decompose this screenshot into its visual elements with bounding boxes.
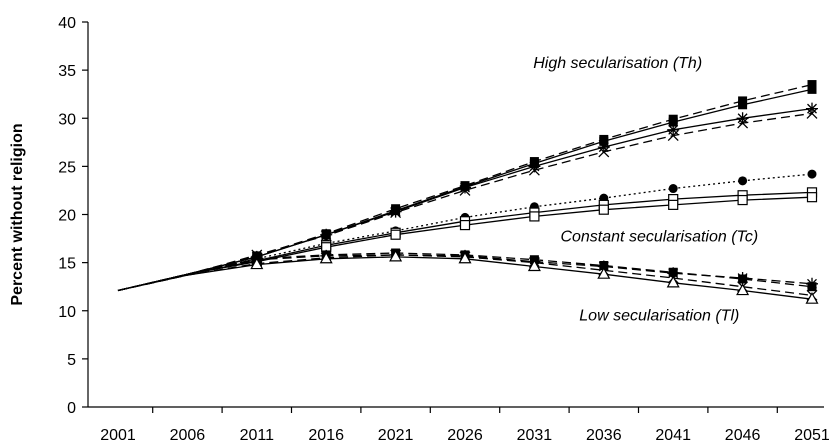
point-marker: [666, 275, 680, 288]
point-marker: [737, 194, 748, 206]
x-tick-label: 2016: [308, 427, 344, 444]
point-marker: [668, 117, 678, 127]
series-layer: [117, 80, 819, 304]
annotation-3: Low secularisation (Tl): [579, 307, 739, 324]
x-tick-label: 2001: [100, 427, 136, 444]
y-tick-label: 5: [67, 352, 76, 369]
point-marker: [597, 260, 610, 273]
point-marker: [529, 211, 540, 222]
y-tick-label: 35: [58, 63, 76, 80]
series-line: [117, 254, 813, 297]
point-marker: [528, 164, 540, 176]
y-tick-label: 15: [58, 256, 76, 273]
point-marker: [598, 204, 609, 215]
point-marker: [806, 107, 818, 119]
annotation-1: High secularisation (Th): [533, 55, 702, 72]
y-tick-label: 25: [58, 159, 76, 176]
series-low-11: [117, 249, 819, 304]
point-marker: [250, 257, 264, 270]
point-marker: [320, 228, 333, 241]
point-marker: [738, 176, 748, 186]
point-marker: [805, 291, 819, 304]
x-tick-label: 2031: [517, 427, 553, 444]
point-marker: [389, 249, 403, 262]
point-marker: [737, 117, 749, 129]
point-marker: [667, 130, 679, 142]
x-tick-label: 2051: [794, 427, 830, 444]
y-tick-label: 10: [58, 304, 76, 321]
point-marker: [458, 251, 472, 264]
point-marker: [736, 112, 749, 125]
y-tick-label: 20: [58, 208, 76, 225]
x-tick-label: 2011: [240, 427, 275, 444]
point-marker: [736, 283, 750, 296]
point-marker: [807, 169, 817, 179]
point-marker: [597, 141, 610, 154]
axes: 0 5 10 15 20 25 30 35 40 2001 2006 2011 2016 2021 2026…: [9, 15, 830, 444]
series-high-4: [117, 107, 818, 292]
series-line: [117, 112, 813, 292]
x-tick-label: 2026: [447, 427, 483, 444]
point-marker: [738, 100, 748, 110]
point-marker: [459, 184, 471, 196]
point-marker: [806, 102, 818, 115]
point-marker: [459, 219, 471, 231]
x-tick-label: 2006: [170, 427, 206, 444]
point-marker: [597, 266, 611, 279]
x-tick-label: 2036: [586, 427, 622, 444]
point-marker: [807, 84, 817, 94]
point-marker: [807, 80, 817, 90]
point-marker: [320, 230, 332, 242]
series-high-3: [117, 102, 818, 292]
point-marker: [736, 272, 749, 285]
point-marker: [667, 267, 680, 280]
point-marker: [528, 160, 541, 173]
point-marker: [390, 229, 401, 240]
point-marker: [459, 181, 471, 194]
point-marker: [527, 259, 541, 272]
y-tick-label: 40: [58, 15, 76, 32]
point-marker: [390, 207, 402, 219]
x-tick-label: 2041: [655, 427, 691, 444]
y-axis-title: Percent without religion: [9, 123, 26, 305]
y-tick-label: 30: [58, 111, 76, 128]
point-marker: [389, 205, 402, 218]
point-marker: [668, 199, 679, 210]
y-tick-label: 0: [67, 400, 76, 417]
annotation-layer: High secularisation (Th) Constant secular…: [533, 55, 758, 324]
point-marker: [806, 192, 818, 203]
point-marker: [598, 146, 610, 158]
annotation-2: Constant secularisation (Tc): [560, 228, 758, 245]
point-marker: [319, 251, 333, 264]
point-marker: [668, 184, 678, 194]
series-constant-7: [117, 192, 818, 292]
x-tick-label: 2046: [725, 427, 761, 444]
point-marker: [806, 277, 818, 290]
point-marker: [667, 123, 680, 136]
x-tick-label: 2021: [378, 427, 414, 444]
